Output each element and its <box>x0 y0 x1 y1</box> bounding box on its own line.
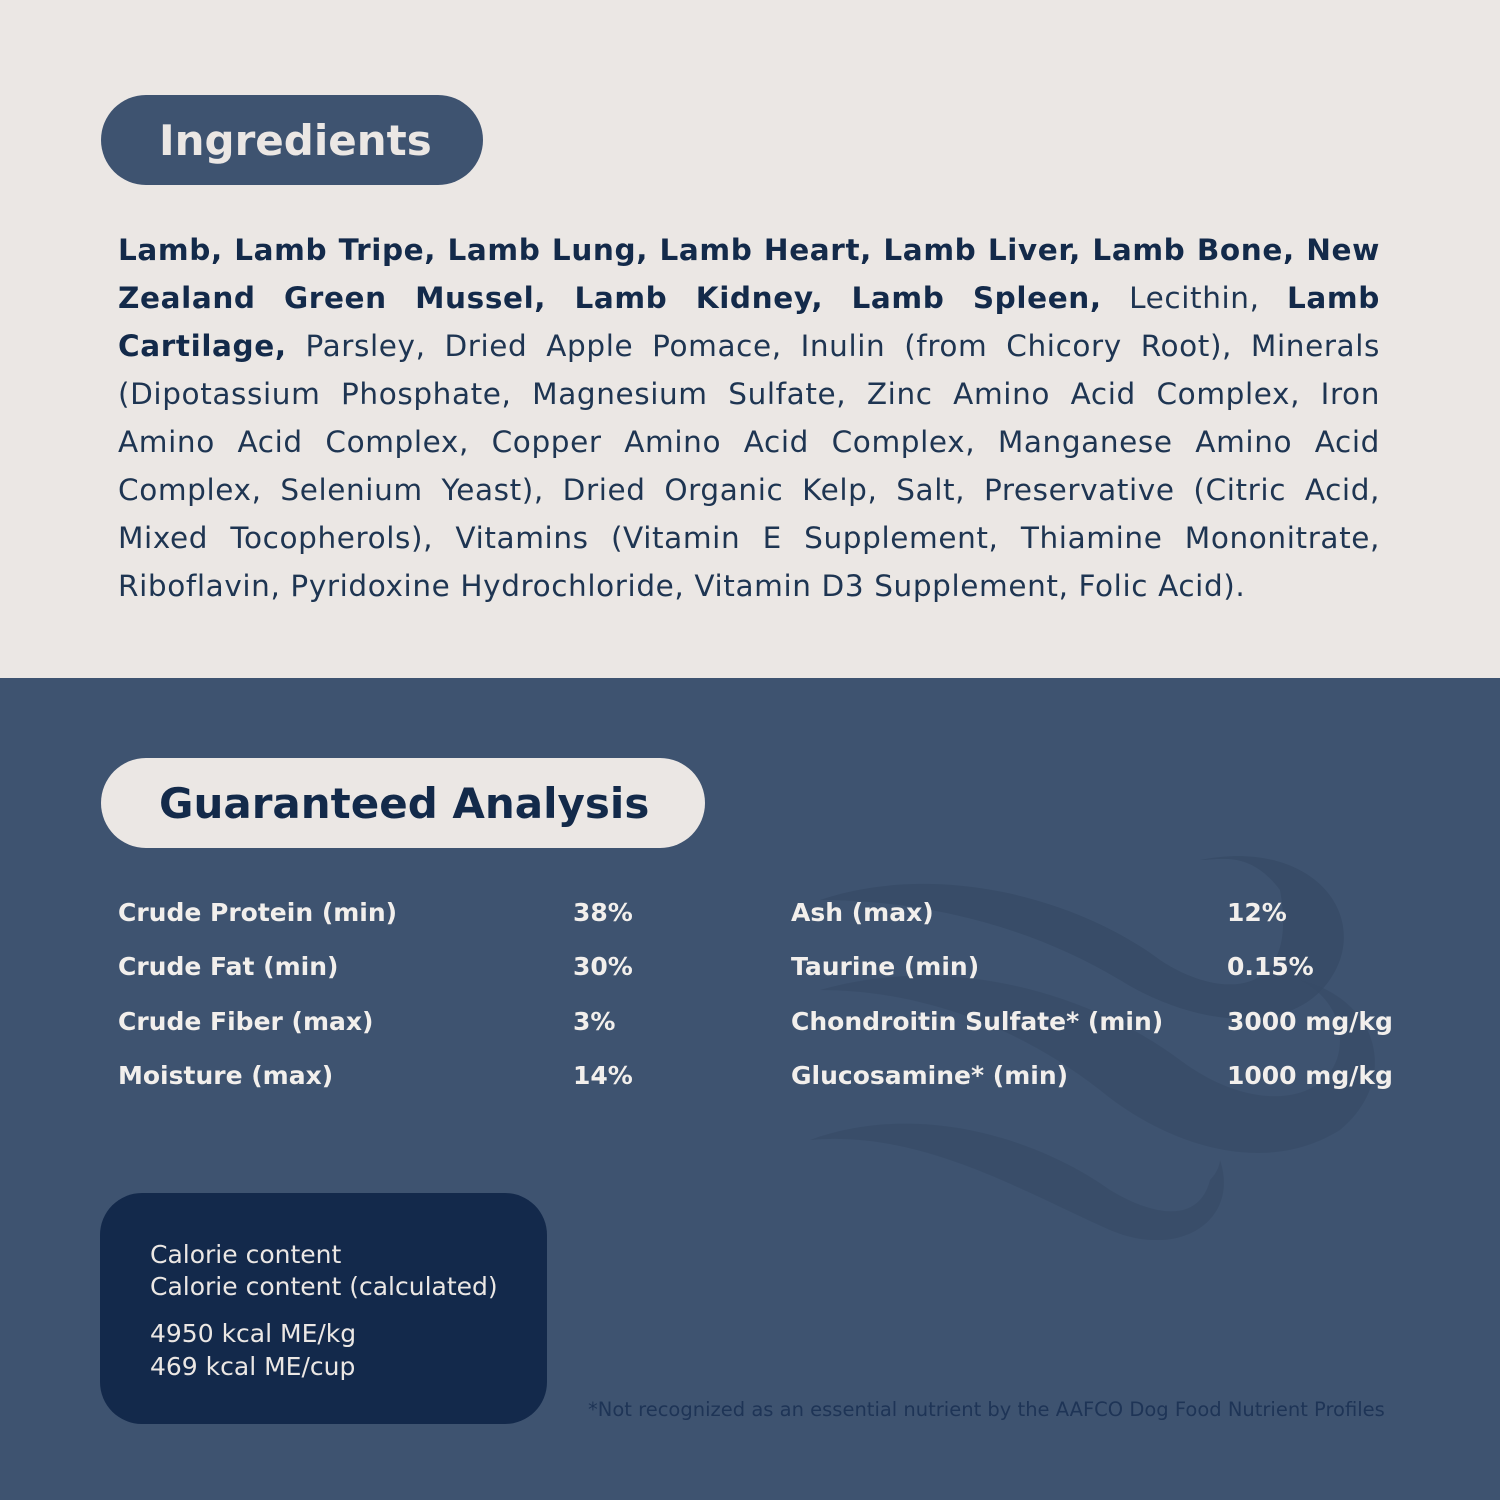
analysis-value: 30% <box>573 952 633 981</box>
footnote: *Not recognized as an essential nutrient… <box>588 1398 1385 1421</box>
analysis-label: Crude Fat (min) <box>118 952 339 981</box>
analysis-label: Glucosamine* (min) <box>791 1061 1069 1090</box>
ingredient-segment: Lecithin, <box>1101 281 1288 315</box>
analysis-label: Crude Protein (min) <box>118 898 398 927</box>
ingredients-heading: Ingredients <box>101 95 483 185</box>
calorie-label: Calorie content <box>150 1240 342 1269</box>
analysis-label: Taurine (min) <box>791 952 980 981</box>
analysis-value: 3000 mg/kg <box>1227 1007 1393 1036</box>
analysis-value: 0.15% <box>1227 952 1314 981</box>
ingredient-segment: Parsley, Dried Apple Pomace, Inulin (fro… <box>118 329 1380 603</box>
calorie-label-calculated: Calorie content (calculated) <box>150 1272 498 1301</box>
guaranteed-analysis-heading: Guaranteed Analysis <box>101 758 705 848</box>
ingredient-segment: Lamb, Lamb Tripe, Lamb Lung, Lamb Heart,… <box>118 233 1380 315</box>
analysis-value: 1000 mg/kg <box>1227 1061 1393 1090</box>
calorie-box: Calorie content Calorie content (calcula… <box>100 1193 547 1424</box>
analysis-value: 14% <box>573 1061 633 1090</box>
analysis-value: 12% <box>1227 898 1287 927</box>
analysis-value: 38% <box>573 898 633 927</box>
analysis-label: Chondroitin Sulfate* (min) <box>791 1007 1164 1036</box>
wave-watermark-icon <box>810 856 1375 1240</box>
ingredient-segment: Lamb Cartilage, <box>118 281 1380 363</box>
analysis-label: Ash (max) <box>791 898 934 927</box>
calorie-value-kg: 4950 kcal ME/kg <box>150 1319 357 1348</box>
analysis-value: 3% <box>573 1007 616 1036</box>
analysis-label: Moisture (max) <box>118 1061 334 1090</box>
analysis-label: Crude Fiber (max) <box>118 1007 374 1036</box>
calorie-value-cup: 469 kcal ME/cup <box>150 1352 356 1381</box>
ingredients-list: Lamb, Lamb Tripe, Lamb Lung, Lamb Heart,… <box>118 226 1380 610</box>
